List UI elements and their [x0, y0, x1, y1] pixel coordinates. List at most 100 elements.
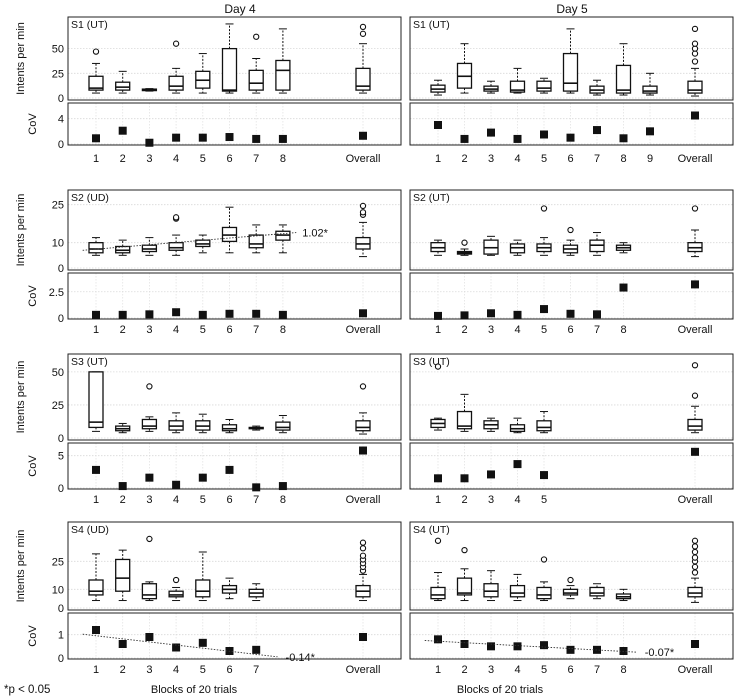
box-5 — [536, 411, 552, 434]
panel-s3-day5: S3 (UT) 1 2 3 4 5 Overall — [409, 353, 734, 506]
cov-trend-line — [424, 640, 637, 653]
box-4 — [509, 239, 526, 256]
x-tick-label: 1 — [93, 153, 99, 165]
cov-marker-4 — [172, 480, 181, 489]
y-tick-label: 25 — [52, 68, 64, 80]
box-6 — [562, 226, 579, 256]
cov-marker-5 — [198, 133, 207, 142]
x-tick-label: Overall — [346, 494, 381, 506]
iqr-box — [168, 75, 184, 91]
x-tick-label: 3 — [146, 494, 152, 506]
outlier-point — [172, 214, 180, 221]
x-tick-label: 5 — [541, 664, 547, 676]
cov-panel-frame — [409, 102, 734, 146]
iqr-box — [248, 69, 264, 91]
x-tick-label: 7 — [594, 324, 600, 336]
cov-marker-5 — [198, 638, 207, 647]
cov-marker-8 — [278, 310, 287, 319]
x-tick-label: 1 — [435, 494, 441, 506]
x-tick-label: Overall — [678, 153, 713, 165]
cov-marker-6 — [566, 645, 575, 654]
cov-marker-8 — [278, 482, 287, 491]
cov-marker-overall — [359, 446, 367, 455]
cov-marker-overall — [691, 447, 699, 456]
outlier-point — [146, 535, 153, 543]
iqr-box — [221, 47, 238, 92]
x-tick-label: 7 — [594, 664, 600, 676]
x-tick-label: 7 — [253, 664, 259, 676]
outlier-point — [359, 545, 367, 552]
outlier-point — [691, 563, 699, 571]
cov-marker-4 — [172, 133, 181, 142]
box-7 — [248, 583, 264, 602]
cov-panel-frame — [409, 612, 734, 660]
y-tick-label: 0 — [58, 433, 64, 445]
cov-marker-overall — [691, 111, 699, 120]
x-tick-label: 1 — [435, 664, 441, 676]
y-tick-label: 10 — [52, 584, 64, 596]
iqr-box — [642, 85, 658, 94]
cov-marker-7 — [252, 309, 261, 318]
iqr-box — [355, 420, 371, 432]
x-tick-label: 5 — [200, 494, 206, 506]
x-tick-label: 5 — [200, 324, 206, 336]
cov-panel-frame — [67, 442, 402, 490]
box-3 — [141, 535, 158, 602]
box-1 — [88, 371, 104, 432]
cov-marker-2 — [118, 310, 127, 319]
x-tick-label: 4 — [514, 664, 520, 676]
x-tick-label: 5 — [200, 153, 206, 165]
panel-s1-day4: S1 (UT) 0 25 50 Intents per min 0 4 CoV 1 2 3 4 5 6 7 8… — [15, 16, 402, 165]
box-overall — [355, 23, 371, 94]
cov-panel-frame — [409, 272, 734, 320]
x-tick-label: 4 — [173, 324, 179, 336]
cov-marker-3 — [487, 309, 495, 318]
box-overall — [355, 202, 371, 258]
outlier-point — [691, 569, 699, 576]
x-tick-label: 6 — [567, 153, 573, 165]
cov-marker-1 — [434, 635, 442, 644]
iqr-box — [88, 371, 104, 429]
panel-label: S2 (UT) — [413, 192, 450, 204]
y-tick-label: 0 — [58, 263, 64, 275]
box-overall — [355, 539, 371, 602]
box-7 — [589, 232, 605, 256]
cov-trend-slope-label: -0.07* — [645, 647, 675, 659]
outlier-point — [691, 25, 699, 33]
cov-marker-5 — [540, 471, 548, 480]
box-7 — [248, 33, 264, 94]
trend-line — [82, 232, 297, 251]
iqr-box — [687, 586, 703, 598]
y-tick-label: 0 — [58, 313, 64, 325]
cov-marker-7 — [593, 310, 601, 319]
cov-marker-1 — [434, 474, 442, 483]
x-tick-label: 7 — [253, 324, 259, 336]
box-6 — [562, 28, 579, 94]
x-tick-label: 1 — [435, 324, 441, 336]
x-tick-label: 4 — [514, 494, 520, 506]
cov-marker-4 — [172, 308, 181, 317]
y-tick-label: 0 — [58, 139, 64, 151]
outlier-point — [691, 543, 699, 550]
y-tick-label: 0 — [58, 93, 64, 105]
iqr-box — [483, 583, 499, 598]
iqr-box — [536, 586, 552, 600]
box-1 — [88, 553, 104, 602]
box-6 — [221, 577, 238, 600]
cov-marker-5 — [540, 130, 548, 139]
x-tick-label: Overall — [678, 324, 713, 336]
outlier-point — [359, 209, 367, 216]
outlier-point — [172, 576, 180, 584]
x-tick-label: 1 — [93, 494, 99, 506]
cov-marker-8 — [619, 283, 628, 292]
x-tick-label: 3 — [146, 153, 152, 165]
x-tick-label: 5 — [200, 664, 206, 676]
column-title-day5: Day 5 — [556, 2, 588, 16]
x-tick-label: 2 — [120, 324, 126, 336]
box-8 — [615, 43, 632, 96]
iqr-box — [355, 67, 371, 91]
cov-marker-2 — [460, 311, 469, 320]
box-3 — [483, 80, 499, 94]
outlier-point — [691, 392, 699, 399]
